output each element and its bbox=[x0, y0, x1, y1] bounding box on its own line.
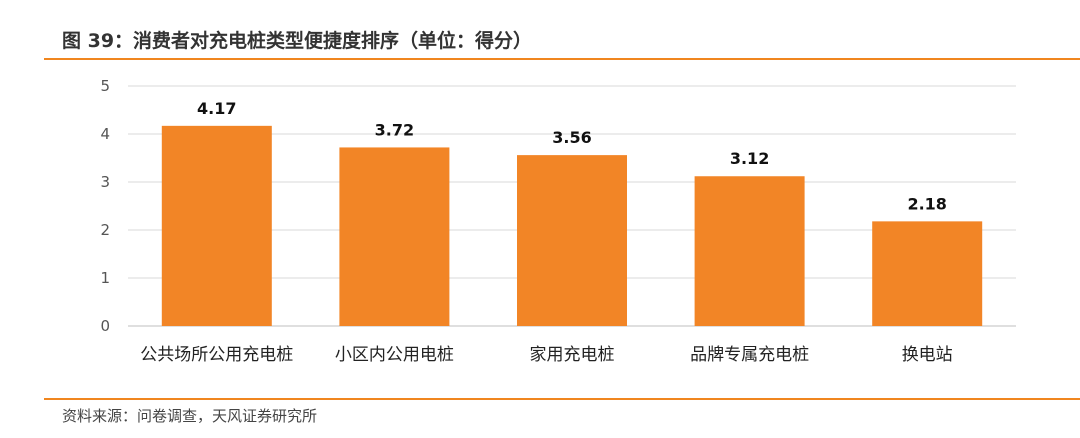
bar bbox=[339, 147, 450, 326]
bar bbox=[517, 155, 627, 326]
bar-chart: 0 1 2 3 4 5 4.17 公共场所公用充电桩 3.72 小区内公用电桩 3.56 家用充电桩 3… bbox=[100, 77, 1016, 365]
category-label: 小区内公用电桩 bbox=[335, 345, 454, 365]
y-tick-label: 5 bbox=[100, 77, 110, 95]
data-label: 3.56 bbox=[552, 128, 591, 147]
y-tick-label: 2 bbox=[100, 221, 110, 239]
bar bbox=[872, 221, 983, 326]
y-tick-label: 0 bbox=[100, 317, 110, 335]
bar bbox=[161, 125, 272, 326]
y-tick-label: 4 bbox=[100, 125, 110, 143]
source-note: 资料来源：问卷调查，天风证券研究所 bbox=[62, 407, 318, 425]
category-label: 换电站 bbox=[902, 345, 953, 365]
category-label: 家用充电桩 bbox=[530, 345, 615, 365]
data-label: 2.18 bbox=[907, 194, 946, 213]
y-tick-label: 1 bbox=[100, 269, 110, 287]
data-label: 3.12 bbox=[730, 149, 769, 168]
source-divider bbox=[44, 398, 1080, 400]
data-label: 3.72 bbox=[375, 120, 414, 139]
category-label: 公共场所公用充电桩 bbox=[140, 345, 293, 365]
category-label: 品牌专属充电桩 bbox=[690, 345, 809, 365]
figure-title: 图 39：消费者对充电桩类型便捷度排序（单位：得分） bbox=[62, 30, 533, 52]
title-divider bbox=[44, 58, 1080, 60]
y-tick-label: 3 bbox=[100, 173, 110, 191]
bar bbox=[694, 176, 805, 326]
data-label: 4.17 bbox=[197, 99, 236, 118]
